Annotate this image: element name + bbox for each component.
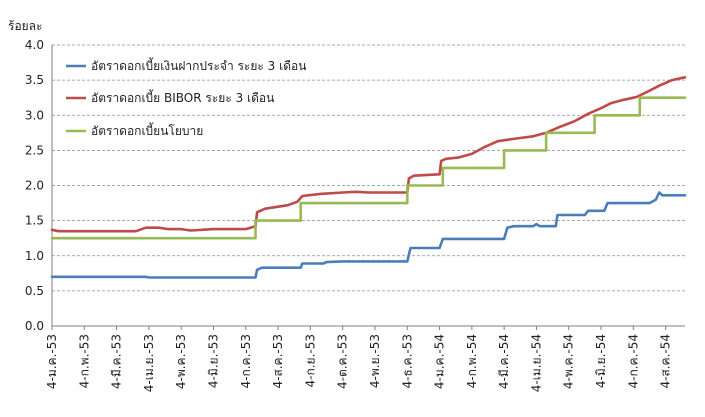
- x-tick-label: 4-พ.ค.-53: [174, 334, 188, 389]
- y-axis-unit-label: ร้อยละ: [8, 19, 42, 33]
- x-tick-label: 4-มี.ค.-54: [497, 334, 511, 389]
- series-line-policy: [50, 96, 687, 240]
- y-tick-label: 4.0: [25, 38, 44, 52]
- y-tick-label: 1.5: [25, 214, 44, 228]
- x-tick-label: 4-ก.พ.-53: [77, 334, 91, 388]
- x-tick-label: 4-ธ.ค.-53: [400, 334, 414, 389]
- x-tick-label: 4-ต.ค.-53: [336, 334, 350, 389]
- x-tick-label: 4-พ.ค.-54: [562, 334, 576, 389]
- y-tick-label: 0.5: [25, 284, 44, 298]
- x-tick-label: 4-ก.ค.-53: [239, 334, 253, 389]
- x-tick-label: 4-ก.พ.-54: [465, 334, 479, 388]
- x-tick-label: 4-เม.ย.-53: [142, 334, 156, 392]
- legend-label-policy: อัตราดอกเบี้ยนโยบาย: [91, 122, 203, 138]
- x-tick-label: 4-มี.ค.-53: [110, 334, 124, 389]
- x-tick-label: 4-พ.ย.-53: [368, 334, 382, 388]
- x-tick-label: 4-ส.ค.-54: [659, 334, 673, 389]
- x-tick-label: 4-ก.ค.-54: [626, 334, 640, 389]
- x-tick-label: 4-เม.ย.-54: [529, 334, 543, 392]
- legend-entry-bibor: อัตราดอกเบี้ย BIBOR ระยะ 3 เดือน: [66, 89, 274, 105]
- x-tick-label: 4-ม.ค.-53: [45, 334, 59, 389]
- y-tick-label: 2.0: [25, 179, 44, 193]
- legend-entry-deposit: อัตราดอกเบี้ยเงินฝากประจำ ระยะ 3 เดือน: [66, 57, 306, 73]
- y-tick-label: 1.0: [25, 249, 44, 263]
- gridlines: [52, 44, 685, 292]
- legend-label-deposit: อัตราดอกเบี้ยเงินฝากประจำ ระยะ 3 เดือน: [91, 57, 306, 73]
- x-tick-label: 4-ส.ค.-53: [271, 334, 285, 389]
- y-tick-label: 2.5: [25, 143, 44, 157]
- y-tick-label: 0.0: [25, 319, 44, 333]
- legend-label-bibor: อัตราดอกเบี้ย BIBOR ระยะ 3 เดือน: [91, 89, 274, 105]
- series-line-bibor: [50, 76, 687, 233]
- y-tick-label: 3.0: [25, 108, 44, 122]
- x-tick-label: 4-มิ.ย.-54: [594, 334, 608, 388]
- x-tick-label: 4-ก.ย.-53: [303, 334, 317, 388]
- x-tick-label: 4-มิ.ย.-53: [206, 334, 220, 388]
- axes: 0.0 0.5 1.0 1.5 2.0 2.5 3.0 3.5 4.0 4-ม.ค.-53 4-ก.…: [25, 38, 685, 392]
- series-line-deposit: [50, 191, 687, 279]
- series-lines: [50, 76, 687, 279]
- x-tick-label: 4-ม.ค.-54: [433, 334, 447, 389]
- legend-entry-policy: อัตราดอกเบี้ยนโยบาย: [66, 122, 203, 138]
- y-tick-label: 3.5: [25, 73, 44, 87]
- legend: อัตราดอกเบี้ยเงินฝากประจำ ระยะ 3 เดือน อ…: [66, 57, 306, 138]
